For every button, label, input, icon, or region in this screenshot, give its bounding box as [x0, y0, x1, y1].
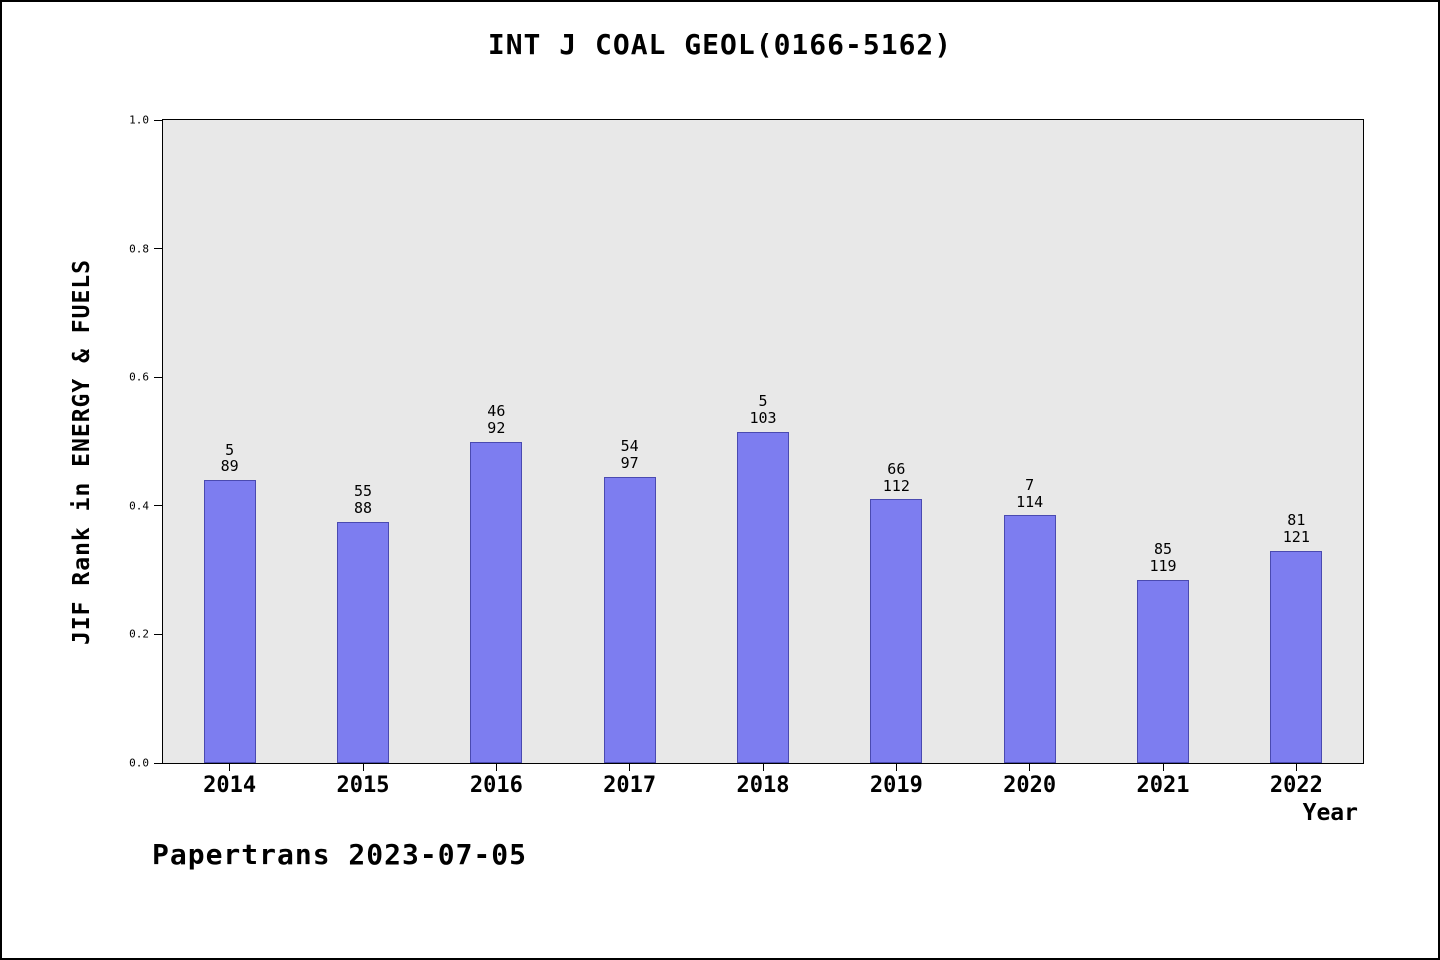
- y-axis-tick-label: 0.2: [129, 627, 149, 641]
- bar-value-label: 85 119: [1149, 541, 1176, 575]
- chart-title: INT J COAL GEOL(0166-5162): [487, 28, 953, 61]
- y-axis-tick: [154, 248, 162, 250]
- y-axis-tick: [154, 119, 162, 121]
- bar-rank-label: 54: [620, 437, 639, 456]
- y-axis-tick: [154, 762, 162, 764]
- y-axis-tick-label: 1.0: [129, 113, 149, 127]
- bar-total-label: 92: [487, 418, 506, 437]
- x-axis-title: Year: [1302, 800, 1358, 826]
- x-axis-tick-label: 2015: [336, 773, 390, 798]
- bar: [737, 431, 789, 763]
- y-axis-tick-label: 0.6: [129, 370, 149, 384]
- x-axis-tick-label: 2019: [869, 773, 923, 798]
- bar-value-label: 5 89: [220, 440, 239, 476]
- bar-total-label: 121: [1282, 528, 1310, 547]
- x-axis-tick: [1029, 763, 1031, 771]
- x-axis-tick: [762, 763, 764, 771]
- x-axis-tick-label: 2021: [1136, 773, 1190, 798]
- bar-value-label: 55 88: [354, 483, 372, 517]
- plot-area: 0.0 0.2 0.4 0.6 0.8 1.0 5 89 2014 55 88 2015 46 92 201…: [129, 114, 1364, 798]
- bar-total-label: 114: [1016, 492, 1044, 511]
- bar: [337, 521, 389, 763]
- bar: [603, 476, 656, 763]
- x-axis-tick: [895, 763, 897, 771]
- bar-value-label: 66 112: [882, 459, 910, 495]
- x-axis-tick-label: 2018: [736, 773, 790, 798]
- bar: [870, 499, 923, 763]
- x-axis-tick-label: 2017: [603, 773, 657, 798]
- bar-rank-label: 46: [487, 401, 506, 420]
- x-axis-tick: [495, 763, 497, 771]
- x-axis-tick-label: 2022: [1269, 773, 1323, 798]
- x-axis-tick-label: 2016: [469, 773, 523, 798]
- bar-rank-label: 55: [353, 482, 373, 501]
- bar-value-label: 81 121: [1283, 512, 1310, 546]
- bar: [203, 480, 256, 763]
- bar-total-label: 97: [620, 454, 639, 473]
- x-axis-tick: [1295, 763, 1297, 771]
- bar-rank-label: 66: [887, 459, 906, 478]
- x-axis-tick: [362, 763, 364, 771]
- bar-rank-label: 5: [225, 440, 235, 459]
- watermark-text: Papertrans 2023-07-05: [152, 838, 528, 871]
- x-axis-tick-label: 2020: [1003, 773, 1057, 798]
- bar-total-label: 88: [353, 499, 373, 518]
- bar-rank-label: 85: [1153, 540, 1173, 559]
- bar-rank-label: 5: [758, 392, 768, 411]
- y-axis-tick: [154, 505, 162, 507]
- y-axis-title: JIF Rank in ENERGY & FUELS: [69, 258, 95, 646]
- y-axis-tick: [154, 633, 162, 635]
- bar-total-label: 89: [220, 457, 239, 476]
- bar-value-label: 46 92: [487, 403, 505, 437]
- y-axis-tick-label: 0.0: [129, 756, 149, 770]
- bar-value-label: 7 114: [1016, 477, 1043, 511]
- bar-total-label: 119: [1149, 556, 1177, 575]
- x-axis-tick: [1162, 763, 1164, 771]
- bar-value-label: 54 97: [621, 438, 639, 472]
- bar-value-label: 5 103: [749, 393, 776, 427]
- x-axis-tick: [629, 763, 631, 771]
- bar-rank-label: 7: [1025, 475, 1035, 494]
- bar: [1003, 515, 1056, 763]
- bar-total-label: 112: [882, 476, 910, 495]
- y-axis-tick: [154, 376, 162, 378]
- bar: [1270, 550, 1323, 763]
- y-axis-tick-label: 0.4: [129, 499, 149, 513]
- bar-rank-label: 81: [1287, 511, 1306, 530]
- x-axis-tick: [229, 763, 231, 771]
- y-axis-tick-label: 0.8: [129, 242, 149, 256]
- x-axis-tick-label: 2014: [203, 773, 257, 798]
- bar: [1137, 579, 1189, 763]
- bar-total-label: 103: [749, 409, 777, 428]
- bar: [470, 441, 523, 763]
